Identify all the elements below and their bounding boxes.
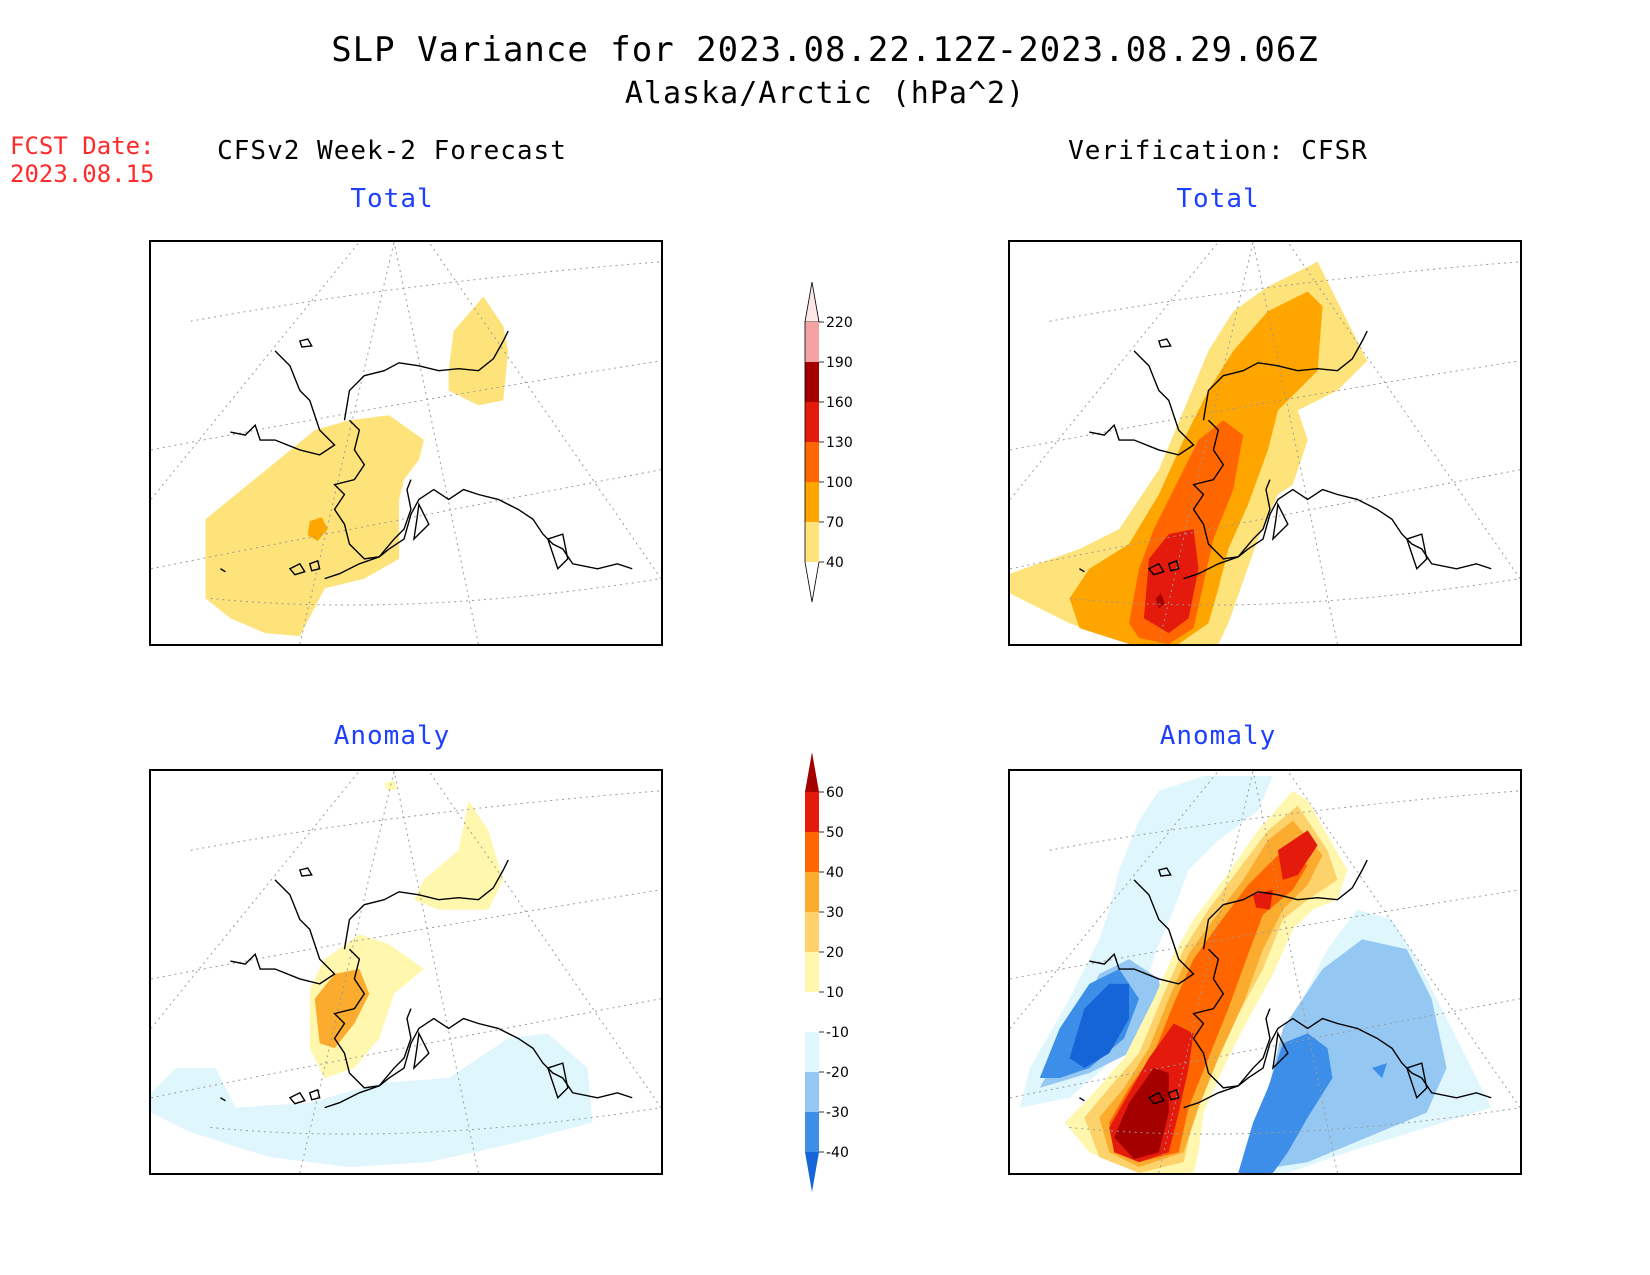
forecast-anomaly-map (149, 769, 663, 1175)
total-colorbar: 40 70 100 130 160 190 220 (804, 282, 853, 603)
total-colorbar-label: 100 (826, 475, 853, 491)
anomaly-colorbar-box (805, 912, 819, 952)
forecast-anomaly-contour-10-20-top (384, 780, 398, 791)
forecast-anomaly-contour-10-20-north (413, 800, 504, 910)
anomaly-colorbar-label: 50 (826, 825, 844, 841)
verification-total-contour-160-190 (1155, 593, 1165, 609)
total-colorbar-box (805, 522, 819, 562)
total-colorbar-box (805, 322, 819, 362)
total-colorbar-top-arrow (804, 282, 820, 323)
anomaly-colorbar-box (805, 992, 819, 1032)
anomaly-colorbar-box (805, 952, 819, 992)
anomaly-colorbar-label: 30 (826, 905, 844, 921)
anomaly-colorbar: -40 -30 -20 -10 10 20 30 40 50 60 (805, 752, 849, 1192)
anomaly-colorbar-box (805, 792, 819, 832)
total-colorbar-label: 40 (826, 555, 844, 571)
forecast-total-map (149, 240, 663, 646)
verification-column-heading: Verification: CFSR (1068, 136, 1368, 166)
verification-anomaly-contour-above-60 (1114, 1068, 1169, 1160)
verification-anomaly-contour-50-60-north (1277, 830, 1318, 880)
anomaly-colorbar-label: -10 (826, 1025, 849, 1041)
forecast-total-contour-40-70-north (448, 296, 509, 406)
anomaly-colorbar-top-arrow (805, 752, 819, 792)
verification-anomaly-map (1008, 769, 1522, 1175)
anomaly-colorbar-box (805, 872, 819, 912)
verification-total-contour-130-160 (1143, 529, 1199, 634)
anomaly-colorbar-label: 40 (826, 865, 844, 881)
anomaly-colorbar-box (805, 1032, 819, 1072)
total-colorbar-box (805, 402, 819, 442)
total-colorbar-label: 130 (826, 435, 853, 451)
verification-total-title: Total (1176, 184, 1260, 214)
forecast-column-heading: CFSv2 Week-2 Forecast (217, 136, 567, 166)
forecast-anomaly-contour-20-30 (314, 969, 370, 1049)
fcst-date-label: FCST Date: (10, 132, 155, 160)
verification-anomaly-contour-spot (1372, 1063, 1388, 1078)
anomaly-colorbar-label: -30 (826, 1105, 849, 1121)
forecast-total-title: Total (350, 184, 434, 214)
total-colorbar-box (805, 442, 819, 482)
total-colorbar-box (805, 362, 819, 402)
verification-anomaly-title: Anomaly (1159, 721, 1277, 751)
main-title: SLP Variance for 2023.08.22.12Z-2023.08.… (331, 30, 1319, 70)
anomaly-colorbar-bottom-arrow (805, 1152, 819, 1192)
anomaly-colorbar-label: 10 (826, 985, 844, 1001)
verification-anomaly-contour-50-60-mid (1253, 889, 1273, 910)
total-colorbar-box (805, 482, 819, 522)
forecast-anomaly-title: Anomaly (333, 721, 451, 751)
total-colorbar-label: 70 (826, 515, 844, 531)
anomaly-colorbar-label: -40 (826, 1145, 849, 1161)
total-colorbar-label: 220 (826, 315, 853, 331)
total-colorbar-label: 160 (826, 395, 853, 411)
anomaly-colorbar-box (805, 1072, 819, 1112)
verification-anomaly-contour-below-neg40-west (1069, 983, 1130, 1069)
forecast-total-contour-70-100 (307, 517, 328, 542)
total-colorbar-label: 190 (826, 355, 853, 371)
total-colorbar-bottom-arrow (804, 561, 820, 603)
main-subtitle: Alaska/Arctic (hPa^2) (624, 76, 1026, 111)
forecast-anomaly-contour-neg10-neg20 (151, 1033, 593, 1168)
verification-total-map (1008, 240, 1522, 646)
fcst-date-value: 2023.08.15 (10, 160, 155, 188)
anomaly-colorbar-label: 60 (826, 785, 844, 801)
anomaly-colorbar-label: -20 (826, 1065, 849, 1081)
anomaly-colorbar-box (805, 832, 819, 872)
anomaly-colorbar-label: 20 (826, 945, 844, 961)
verification-anomaly-contour-neg30-neg40-east (1238, 1033, 1333, 1173)
anomaly-colorbar-box (805, 1112, 819, 1152)
